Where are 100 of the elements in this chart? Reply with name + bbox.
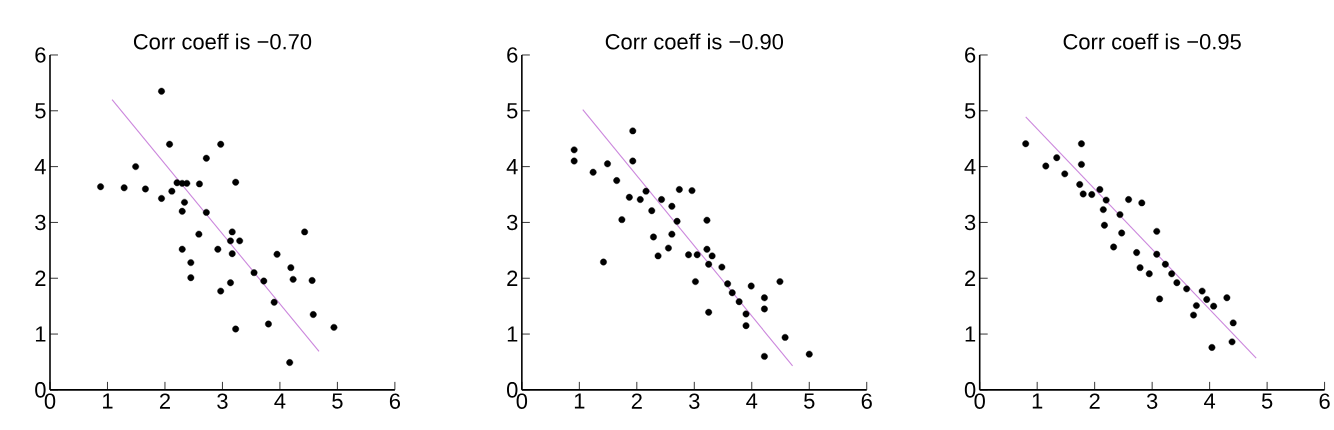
y-tick-label: 2: [35, 270, 46, 286]
point: [761, 353, 768, 360]
chart-title: Corr coeff is −0.95: [1063, 33, 1241, 50]
point: [97, 183, 104, 191]
y-tick-label: 4: [506, 159, 518, 175]
point: [673, 217, 681, 225]
point: [629, 127, 637, 135]
x-tick-label: 3: [217, 393, 228, 409]
x-tick-label: 2: [631, 393, 642, 409]
point: [708, 252, 716, 260]
point: [166, 140, 173, 148]
point: [1228, 338, 1236, 346]
point: [1133, 249, 1141, 257]
point: [1156, 295, 1164, 303]
y-tick-label: 4: [34, 159, 46, 175]
point: [330, 324, 338, 331]
point: [1099, 206, 1107, 214]
point: [1145, 270, 1153, 278]
y-tick-label: 6: [965, 47, 976, 63]
point: [232, 325, 240, 333]
point: [589, 168, 597, 176]
point: [309, 311, 317, 318]
x-tick-label: 4: [274, 393, 286, 409]
point: [629, 157, 637, 165]
y-tick-label: 1: [507, 326, 518, 342]
point: [181, 199, 188, 206]
point: [228, 250, 236, 258]
x-tick-label: 1: [574, 393, 585, 409]
x-tick-label: 3: [1146, 393, 1158, 409]
point: [301, 228, 309, 236]
point: [236, 237, 244, 245]
x-tick-label: 5: [332, 393, 343, 409]
point: [668, 230, 676, 238]
point: [1110, 243, 1118, 251]
point: [600, 258, 607, 266]
point: [1042, 162, 1050, 170]
point: [781, 334, 789, 341]
point: [642, 187, 650, 195]
point: [1078, 161, 1085, 168]
x-tick-label: 6: [1319, 393, 1330, 409]
point: [692, 278, 699, 286]
point: [1193, 302, 1200, 310]
y-tick-label: 5: [35, 103, 46, 119]
point: [1161, 260, 1169, 268]
point: [761, 294, 768, 302]
point: [742, 322, 750, 330]
point: [724, 280, 732, 288]
x-tick-label: 6: [861, 393, 872, 409]
point: [202, 154, 210, 162]
point: [217, 287, 225, 295]
y-tick-label: 1: [965, 326, 976, 342]
point: [1173, 279, 1181, 287]
point: [1138, 199, 1146, 207]
x-tick-label: 3: [689, 393, 700, 409]
point: [648, 207, 656, 215]
point: [260, 277, 268, 285]
point: [1208, 344, 1216, 351]
point: [1229, 319, 1237, 327]
point: [289, 276, 297, 283]
y-tick-label: 1: [35, 326, 46, 342]
point: [187, 274, 195, 282]
x-tick-label: 4: [1204, 393, 1216, 409]
x-tick-label: 1: [103, 393, 113, 409]
y-tick-label: 5: [507, 103, 518, 119]
x-tick-label: 5: [804, 393, 815, 409]
point: [308, 277, 316, 284]
point: [1125, 196, 1132, 203]
point: [761, 305, 768, 313]
point: [227, 237, 234, 245]
point: [728, 289, 736, 297]
point: [685, 251, 692, 259]
point: [705, 308, 713, 316]
point: [1101, 221, 1108, 229]
point: [1102, 196, 1110, 204]
y-tick-label: 3: [35, 214, 46, 231]
point: [232, 178, 240, 186]
y-tick-label: 6: [507, 47, 518, 63]
point: [1079, 190, 1087, 198]
chart-title: Corr coeff is −0.70: [133, 33, 312, 50]
x-tick-label: 1: [1032, 393, 1043, 409]
point: [178, 207, 186, 215]
point: [570, 157, 578, 165]
point: [1096, 186, 1104, 193]
point: [1153, 228, 1161, 235]
point: [747, 282, 755, 290]
point: [250, 269, 258, 277]
point: [178, 245, 186, 253]
chart-title: Corr coeff is −0.90: [605, 33, 784, 50]
point: [613, 177, 621, 185]
point: [665, 244, 672, 252]
y-tick-label: 3: [964, 214, 976, 231]
point: [1061, 170, 1069, 178]
point: [1198, 287, 1206, 295]
point: [202, 209, 210, 216]
point: [636, 196, 644, 203]
x-tick-label: 2: [1089, 393, 1100, 409]
point: [1136, 264, 1144, 272]
x-tick-label: 2: [159, 393, 170, 409]
point: [570, 146, 578, 154]
point: [1118, 229, 1126, 237]
